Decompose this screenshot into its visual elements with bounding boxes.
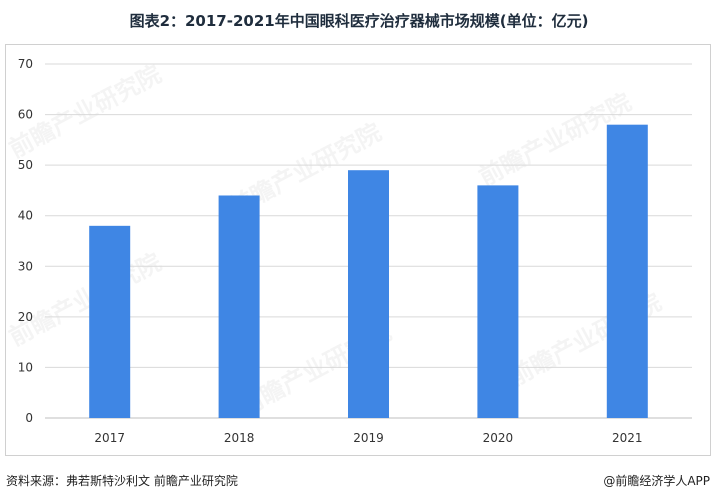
y-tick-label: 50 xyxy=(18,158,33,172)
source-note: 资料来源：弗若斯特沙利文 前瞻产业研究院 xyxy=(6,474,238,488)
y-tick-label: 70 xyxy=(18,57,33,71)
x-tick-label: 2021 xyxy=(612,431,643,445)
bar-2020 xyxy=(477,185,519,418)
brand-label: @前瞻经济学人APP xyxy=(603,474,710,488)
y-tick-label: 20 xyxy=(18,310,33,324)
bar-2018 xyxy=(218,195,260,418)
y-tick-label: 10 xyxy=(18,360,33,374)
y-tick-label: 0 xyxy=(25,411,33,425)
footer: 资料来源：弗若斯特沙利文 前瞻产业研究院 @前瞻经济学人APP xyxy=(0,472,718,492)
y-tick-label: 30 xyxy=(18,259,33,273)
x-tick-label: 2017 xyxy=(94,431,125,445)
bar-2017 xyxy=(89,225,131,418)
x-tick-label: 2018 xyxy=(224,431,255,445)
bar-2021 xyxy=(606,124,648,418)
bar-2019 xyxy=(348,170,389,418)
y-tick-label: 40 xyxy=(18,209,33,223)
bar-chart: 0 10 20 30 40 50 60 70 2017 2018 2019 2020 2021 xyxy=(18,57,692,445)
x-tick-label: 2020 xyxy=(483,431,514,445)
x-tick-label: 2019 xyxy=(353,431,384,445)
chart-title: 图表2：2017-2021年中国眼科医疗治疗器械市场规模(单位：亿元) xyxy=(129,12,589,30)
chart-frame xyxy=(5,44,711,456)
y-tick-label: 60 xyxy=(18,108,33,122)
